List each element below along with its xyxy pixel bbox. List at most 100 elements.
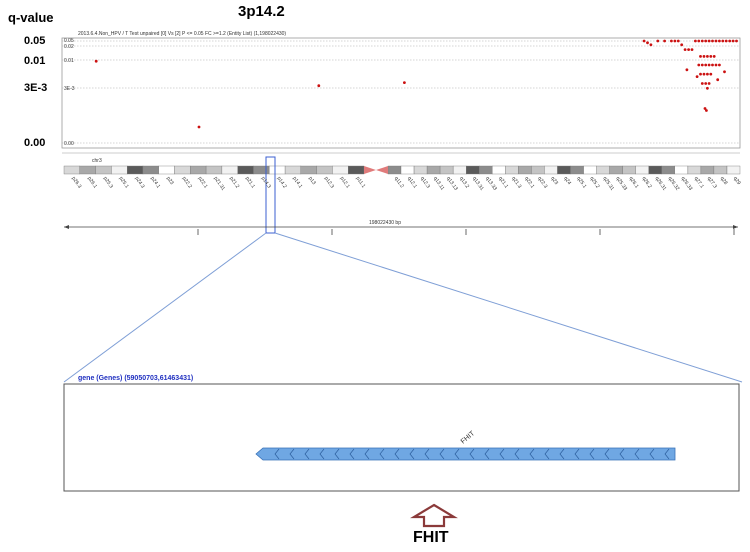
band-label: q21.3: [510, 176, 522, 190]
data-point: [709, 72, 713, 76]
chromosome-band: [158, 165, 175, 175]
data-point: [699, 72, 702, 76]
strand-chevron: [424, 448, 430, 460]
data-point: [704, 82, 708, 85]
strand-chevron: [604, 448, 610, 460]
strand-chevron: [589, 448, 595, 460]
band-label: q26.32: [667, 176, 681, 192]
chromosome-band: [609, 165, 623, 175]
strand-chevron: [574, 448, 580, 460]
y-small-label: 0.01: [64, 58, 74, 64]
y-axis-title: q-value: [8, 10, 54, 25]
chromosome-band: [426, 165, 441, 175]
data-point: [694, 39, 697, 43]
y-tick-label: 0.05: [24, 35, 46, 47]
data-point: [94, 59, 98, 63]
band-label: q25.31: [601, 176, 615, 192]
chromosome-band: [453, 165, 467, 175]
chromosome-band: [221, 165, 238, 175]
band-layer: [63, 165, 741, 175]
strand-chevron: [379, 448, 385, 460]
data-point: [711, 39, 714, 43]
data-point: [700, 39, 704, 43]
band-label-layer: p26.3 p26.1 p25.3 p25.1 p24.3 p24.1 p23 p22.2 p2…: [70, 176, 741, 192]
gene-panel-frame: [63, 383, 740, 492]
chart-subtitle: 2013.6.4.Non_HPV / T Test unpaired [0] V…: [78, 31, 286, 37]
data-point: [706, 55, 709, 58]
strand-chevron: [364, 448, 370, 460]
data-point: [403, 81, 406, 84]
data-point: [716, 78, 720, 82]
chromosome-band: [570, 165, 584, 175]
chromosome-band: [348, 165, 365, 175]
data-point: [649, 43, 653, 47]
data-point: [197, 125, 201, 129]
band-label: q27.1: [693, 176, 705, 190]
data-point: [697, 39, 701, 43]
scatter-panel: 2013.6.4.Non_HPV / T Test unpaired [0] V…: [61, 31, 741, 149]
data-point: [670, 39, 673, 43]
data-point: [706, 72, 709, 76]
band-label: q27.3: [706, 176, 718, 190]
data-point: [703, 107, 707, 110]
chromosome-band: [518, 165, 532, 175]
strand-chevron: [514, 448, 520, 460]
locus-highlight-box[interactable]: [265, 156, 276, 234]
chromosome-band: [284, 165, 302, 175]
chromosome-band: [400, 165, 415, 175]
strand-chevron: [439, 448, 445, 460]
strand-chevron: [349, 448, 355, 460]
chromosome-band: [387, 165, 402, 175]
centromere-left: [364, 166, 376, 174]
band-label: p11.1: [354, 176, 366, 190]
data-point: [690, 48, 694, 51]
fhit-gene-bar[interactable]: [255, 447, 676, 461]
data-point: [718, 63, 721, 67]
strand-chevron: [409, 448, 415, 460]
chromosome-ideogram[interactable]: chr3 p26.3 p26.1 p25.3 p25.1 p24.3 p24.1 p23 p2…: [62, 152, 742, 234]
band-label: q13.13: [445, 176, 459, 192]
data-point: [731, 39, 735, 43]
band-label: q11.2: [393, 176, 405, 190]
data-point: [702, 55, 706, 58]
chromosome-name: chr3: [92, 158, 102, 164]
band-label: q26.31: [654, 176, 668, 192]
chromosome-band: [713, 165, 728, 175]
y-small-label: 0.05: [64, 38, 74, 44]
chromosome-band: [583, 165, 597, 175]
chromosome-band: [622, 165, 636, 175]
chromosome-band: [531, 165, 545, 175]
chromosome-band: [466, 165, 480, 175]
chromosome-band: [142, 165, 159, 175]
data-point: [700, 82, 704, 85]
band-label: p14.3: [260, 176, 272, 190]
points-layer: [94, 39, 738, 129]
band-label: q26.33: [680, 176, 694, 192]
chromosome-band: [596, 165, 610, 175]
data-point: [702, 72, 706, 76]
chromosome-band: [253, 165, 270, 175]
data-point: [695, 75, 699, 78]
chromosome-band: [557, 165, 571, 175]
band-label: q12.1: [406, 176, 418, 190]
chromosome-band: [479, 165, 493, 175]
chromosome-band: [661, 165, 675, 175]
band-label: p14.1: [291, 176, 303, 190]
y-small-label: 0.00: [64, 141, 74, 147]
gene-panel-title: gene (Genes) (59050703,61463431): [78, 375, 193, 382]
strand-chevron: [454, 448, 460, 460]
band-label: p26.1: [86, 176, 98, 190]
data-point: [709, 55, 713, 58]
strand-chevron: [559, 448, 565, 460]
chromosome-band: [174, 165, 191, 175]
band-label: p12.3: [323, 176, 335, 190]
centromere-right: [376, 166, 388, 174]
data-point: [317, 84, 321, 88]
chromosome-band: [700, 165, 715, 175]
chromosome-band: [492, 165, 506, 175]
band-label: q28: [719, 176, 729, 186]
band-label: q13.31: [471, 176, 485, 192]
zoom-line-right: [274, 232, 743, 383]
data-point: [728, 39, 732, 43]
